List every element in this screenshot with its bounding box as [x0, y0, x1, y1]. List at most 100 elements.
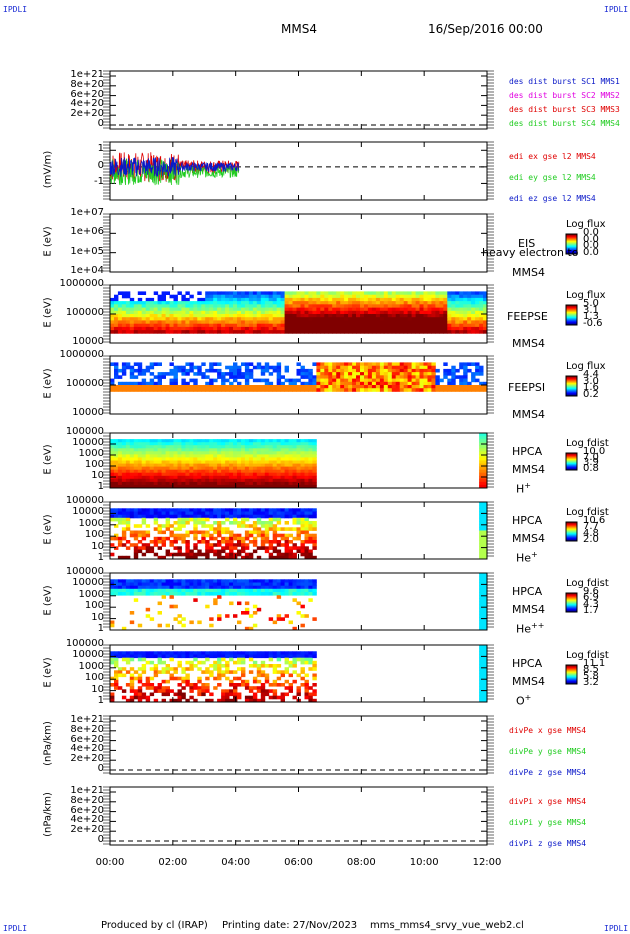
- heatmap-cell-hpca_he: [288, 514, 293, 519]
- heatmap-cell-hpca_hepp: [276, 579, 282, 583]
- heatmap-cell-feepsi: [379, 368, 385, 373]
- heatmap-cell-feepse: [217, 301, 222, 305]
- heatmap-cell-hpca_he: [209, 549, 214, 554]
- heatmap-cell-feepse: [439, 323, 444, 328]
- heatmap-cell-hpca_h: [256, 466, 262, 471]
- heatmap-cell-hpca_h: [125, 463, 131, 468]
- heatmap-cell-hpca_h: [479, 478, 484, 483]
- heatmap-cell-feepsi: [229, 388, 234, 392]
- heatmap-cell-feepse: [399, 304, 405, 308]
- heatmap-cell-hpca_he: [483, 514, 488, 519]
- heatmap-cell-hpca_h: [296, 460, 301, 464]
- heatmap-cell-hpca_h: [197, 454, 202, 458]
- heatmap-cell-hpca_o: [248, 651, 254, 655]
- heatmap-cell-feepse: [225, 307, 230, 312]
- heatmap-cell-hpca_h: [161, 463, 166, 468]
- heatmap-cell-hpca_h: [185, 439, 190, 443]
- heatmap-cell-hpca_h: [244, 460, 250, 464]
- heatmap-cell-hpca_he: [157, 540, 162, 544]
- heatmap-cell-feepse: [193, 317, 198, 321]
- heatmap-cell-hpca_he: [288, 549, 293, 554]
- heatmap-cell-hpca_o: [114, 683, 119, 687]
- heatmap-cell-feepse: [360, 301, 365, 305]
- heatmap-cell-feepsi: [252, 378, 258, 383]
- heatmap-cell-hpca_o: [264, 673, 270, 678]
- heatmap-cell-feepse: [133, 301, 139, 305]
- heatmap-cell-feepse: [244, 320, 250, 324]
- heatmap-cell-hpca_h: [312, 445, 317, 449]
- heatmap-cell-feepse: [288, 314, 293, 318]
- heatmap-cell-hpca_h: [149, 448, 155, 452]
- heatmap-cell-feepse: [348, 314, 353, 318]
- heatmap-cell-feepse: [125, 323, 131, 328]
- heatmap-cell-hpca_o: [241, 670, 246, 674]
- heatmap-cell-feepse: [205, 323, 210, 328]
- heatmap-cell-feepse: [272, 301, 278, 305]
- heatmap-cell-hpca_hepp: [149, 582, 155, 587]
- heatmap-cell-feepse: [229, 317, 234, 321]
- heatmap-cell-feepse: [423, 314, 428, 318]
- heatmap-cell-hpca_h: [121, 445, 127, 449]
- heatmap-cell-hpca_hepp: [165, 588, 170, 593]
- heatmap-cell-hpca_he: [177, 549, 182, 554]
- heatmap-cell-hpca_h: [173, 469, 178, 474]
- heatmap-cell-feepsi: [110, 378, 115, 383]
- heatmap-cell-feepse: [241, 323, 246, 328]
- heatmap-cell-hpca_h: [205, 439, 210, 443]
- heatmap-cell-feepse: [229, 307, 234, 312]
- heatmap-cell-feepsi: [431, 381, 436, 386]
- heatmap-cell-feepsi: [264, 388, 270, 392]
- heatmap-cell-feepse: [479, 294, 484, 299]
- heatmap-cell-feepse: [332, 291, 337, 295]
- heatmap-cell-hpca_o: [177, 683, 182, 687]
- heatmap-cell-hpca_h: [308, 442, 313, 446]
- heatmap-cell-feepse: [447, 297, 452, 302]
- heatmap-cell-feepse: [193, 314, 198, 318]
- heatmap-cell-hpca_h: [181, 472, 186, 477]
- colorbar-cell: [566, 246, 577, 248]
- heatmap-cell-feepse: [352, 330, 357, 334]
- heatmap-cell-feepse: [272, 330, 278, 334]
- heatmap-cell-feepsi: [280, 388, 285, 392]
- heatmap-cell-hpca_he: [284, 521, 289, 525]
- heatmap-cell-hpca_h: [300, 454, 305, 458]
- heatmap-cell-feepse: [205, 304, 210, 308]
- heatmap-cell-feepsi: [288, 378, 293, 383]
- heatmap-cell-hpca_o: [157, 651, 162, 655]
- heatmap-cell-hpca_o: [308, 686, 313, 690]
- heatmap-cell-feepsi: [157, 378, 162, 383]
- heatmap-cell-hpca_hepp: [300, 582, 305, 587]
- heatmap-cell-hpca_h: [137, 454, 143, 458]
- heatmap-cell-hpca_he: [292, 555, 297, 560]
- heatmap-cell-feepsi: [209, 365, 214, 370]
- heatmap-cell-hpca_hepp: [276, 582, 282, 587]
- heatmap-cell-feepsi: [336, 381, 341, 386]
- heatmap-cell-feepse: [165, 330, 170, 334]
- heatmap-cell-hpca_h: [161, 475, 166, 480]
- heatmap-cell-hpca_o: [296, 651, 301, 655]
- heatmap-cell-hpca_hepp: [217, 595, 222, 599]
- heatmap-cell-feepsi: [391, 362, 397, 366]
- heatmap-cell-feepse: [189, 304, 194, 308]
- heatmap-cell-hpca_o: [145, 686, 151, 690]
- heatmap-cell-feepse: [149, 307, 155, 312]
- heatmap-cell-hpca_he: [225, 514, 230, 519]
- heatmap-cell-hpca_hepp: [205, 604, 210, 609]
- heatmap-cell-feepse: [447, 310, 452, 315]
- heatmap-cell-feepse: [443, 297, 448, 302]
- heatmap-cell-hpca_h: [217, 484, 222, 489]
- heatmap-cell-feepsi: [213, 378, 218, 383]
- heatmap-cell-hpca_hepp: [225, 592, 230, 596]
- heatmap-cell-hpca_hepp: [483, 598, 488, 602]
- heatmap-cell-hpca_he: [483, 502, 488, 506]
- heatmap-cell-hpca_h: [252, 463, 258, 468]
- heatmap-cell-hpca_h: [110, 454, 115, 458]
- heatmap-cell-hpca_o: [205, 670, 210, 674]
- heatmap-cell-hpca_h: [296, 445, 301, 449]
- heatmap-cell-hpca_h: [296, 463, 301, 468]
- heatmap-cell-feepse: [403, 291, 409, 295]
- heatmap-cell-feepse: [340, 297, 345, 302]
- heatmap-cell-feepse: [312, 323, 317, 328]
- heatmap-cell-hpca_he: [205, 555, 210, 560]
- heatmap-cell-hpca_he: [288, 555, 293, 560]
